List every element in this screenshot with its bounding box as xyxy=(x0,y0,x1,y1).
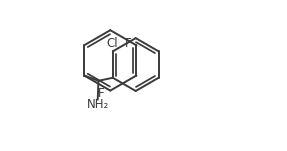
Text: NH₂: NH₂ xyxy=(87,98,110,111)
Text: F: F xyxy=(98,87,104,100)
Text: F: F xyxy=(125,37,131,50)
Text: Cl: Cl xyxy=(106,37,118,50)
